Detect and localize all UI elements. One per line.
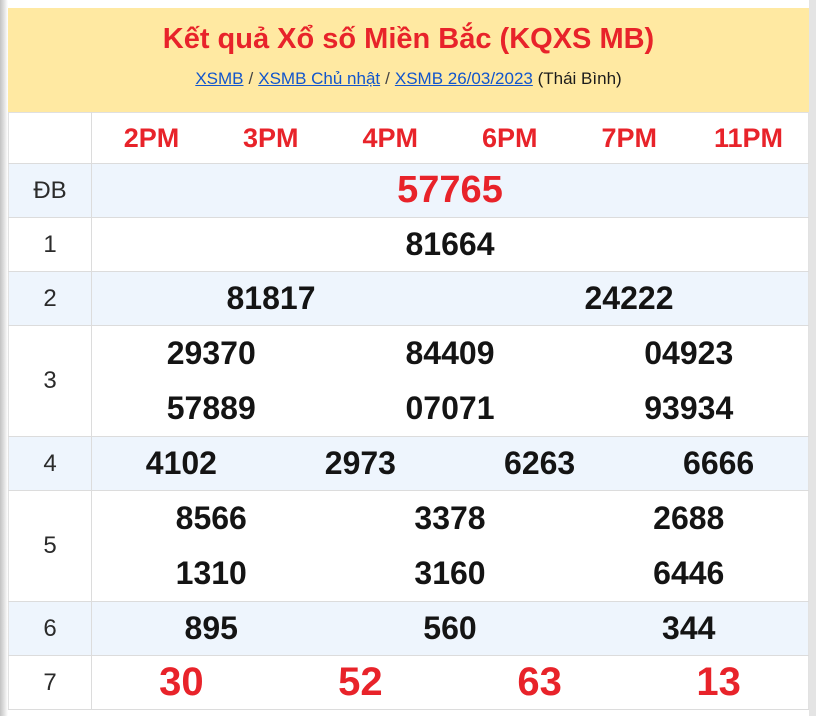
prize-number: 04923 [644, 335, 734, 371]
column-header-7pm: 7PM [569, 112, 689, 164]
prize-number: 30 [159, 660, 204, 704]
breadcrumb-province: (Thái Bình) [537, 69, 622, 88]
prize-label: 4 [8, 436, 92, 491]
column-header-2pm: 2PM [91, 112, 211, 164]
breadcrumb-link-xsmb-sunday[interactable]: XSMB Chủ nhật [258, 69, 381, 88]
table-row-prize-3: 3 29370 57889 84409 07071 04923 93934 [8, 325, 809, 437]
table-row-prize-2: 2 81817 24222 [8, 271, 809, 326]
prize-number: 07071 [405, 390, 495, 426]
prize-label: 5 [8, 490, 92, 602]
table-row-prize-7: 7 30 52 63 13 [8, 655, 809, 710]
results-table: 2PM 3PM 4PM 6PM 7PM 11PM ĐB 57765 1 8166… [8, 112, 809, 710]
prize-label: 2 [8, 271, 92, 326]
table-row-prize-4: 4 4102 2973 6263 6666 [8, 436, 809, 491]
column-header-4pm: 4PM [330, 112, 450, 164]
left-page-shadow [0, 0, 8, 716]
prize-number: 57765 [397, 169, 503, 211]
prize-number: 57889 [166, 390, 256, 426]
breadcrumb-link-xsmb-date[interactable]: XSMB 26/03/2023 [394, 69, 533, 88]
table-row-prize-6: 6 895 560 344 [8, 601, 809, 656]
prize-number: 3378 [414, 500, 486, 536]
breadcrumb-separator: / [385, 69, 390, 88]
prize-number: 24222 [584, 280, 674, 316]
breadcrumb: XSMB / XSMB Chủ nhật / XSMB 26/03/2023 (Thái… [8, 69, 809, 89]
table-row-prize-5: 5 8566 1310 3378 3160 2688 6446 [8, 490, 809, 602]
prize-number: 93934 [644, 390, 734, 426]
column-header-6pm: 6PM [450, 112, 570, 164]
prize-number: 560 [423, 610, 477, 646]
prize-number: 895 [184, 610, 238, 646]
prize-label: 6 [8, 601, 92, 656]
prize-number: 1310 [175, 555, 247, 591]
results-header-box: Kết quả Xổ số Miền Bắc (KQXS MB) XSMB / XS… [8, 8, 809, 112]
prize-number: 6666 [683, 445, 755, 481]
table-row-special-prize: ĐB 57765 [8, 163, 809, 218]
prize-number: 29370 [166, 335, 256, 371]
prize-number: 4102 [145, 445, 217, 481]
right-page-gutter [809, 0, 816, 716]
prize-label: ĐB [8, 163, 92, 218]
prize-number: 3160 [414, 555, 486, 591]
page-title: Kết quả Xổ số Miền Bắc (KQXS MB) [162, 23, 655, 55]
column-header-3pm: 3PM [211, 112, 331, 164]
prize-number: 84409 [405, 335, 495, 371]
prize-number: 81817 [226, 280, 316, 316]
prize-number: 2973 [324, 445, 396, 481]
main-content: Kết quả Xổ số Miền Bắc (KQXS MB) XSMB / XS… [8, 8, 809, 710]
prize-label: 3 [8, 325, 92, 437]
header-empty-cell [8, 112, 92, 164]
prize-label: 1 [8, 217, 92, 272]
table-header-row: 2PM 3PM 4PM 6PM 7PM 11PM [8, 112, 809, 164]
breadcrumb-separator: / [248, 69, 254, 88]
prize-number: 2688 [653, 500, 725, 536]
prize-number: 63 [517, 660, 562, 704]
prize-number: 13 [696, 660, 741, 704]
prize-number: 52 [338, 660, 383, 704]
breadcrumb-link-xsmb[interactable]: XSMB [195, 69, 244, 88]
column-header-11pm: 11PM [689, 112, 809, 164]
prize-number: 8566 [175, 500, 247, 536]
prize-number: 81664 [405, 226, 495, 262]
table-row-prize-1: 1 81664 [8, 217, 809, 272]
prize-number: 6263 [504, 445, 576, 481]
prize-label: 7 [8, 655, 92, 710]
prize-number: 344 [662, 610, 716, 646]
prize-number: 6446 [653, 555, 725, 591]
